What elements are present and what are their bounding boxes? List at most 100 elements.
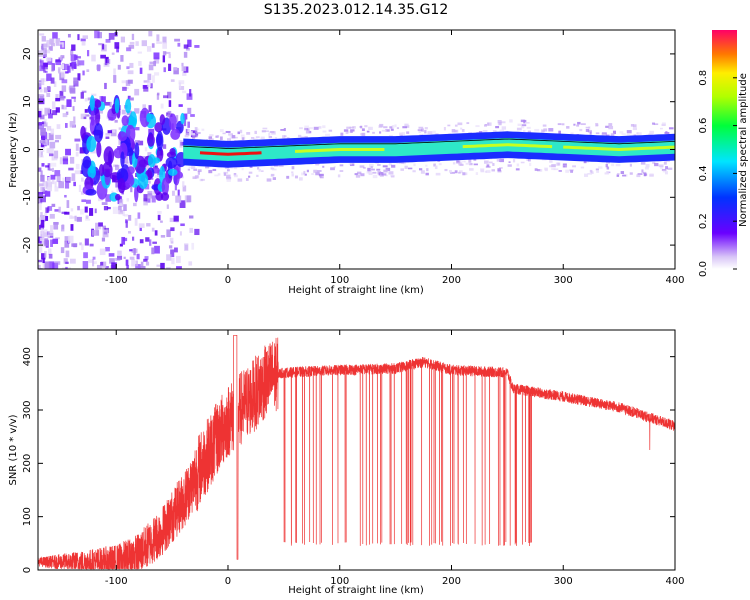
noise-speck xyxy=(39,33,45,36)
noise-speck xyxy=(497,120,502,124)
noise-speck xyxy=(258,168,261,172)
noise-speck xyxy=(66,267,71,269)
noise-speck xyxy=(482,129,488,133)
noise-speck xyxy=(125,219,128,224)
noise-speck xyxy=(183,119,187,127)
noise-speck xyxy=(315,171,320,176)
noise-speck xyxy=(182,90,187,94)
noise-speck xyxy=(291,171,294,174)
noise-speck xyxy=(371,168,375,171)
noise-speck xyxy=(87,97,93,101)
noise-speck xyxy=(187,39,192,48)
noise-speck xyxy=(182,71,187,76)
noise-speck xyxy=(151,43,155,48)
noise-speck xyxy=(43,119,47,125)
noise-speck xyxy=(577,121,581,125)
noise-speck xyxy=(129,62,134,68)
noise-speck xyxy=(570,170,574,173)
noise-speck xyxy=(261,170,264,172)
snr-frame xyxy=(37,329,676,571)
noise-speck xyxy=(169,237,174,242)
noise-speck xyxy=(144,147,148,152)
noise-speck xyxy=(168,100,172,107)
noise-speck xyxy=(177,42,181,47)
noise-speck xyxy=(89,208,94,216)
noise-speck xyxy=(148,64,154,71)
noise-speck xyxy=(641,169,644,173)
noise-speck xyxy=(557,162,561,166)
noise-speck xyxy=(160,103,164,109)
noise-speck xyxy=(629,163,632,167)
noise-speck xyxy=(527,158,531,162)
noise-speck xyxy=(41,253,46,260)
noise-speck xyxy=(364,125,368,128)
noise-speck xyxy=(337,174,341,178)
noise-speck xyxy=(313,126,319,130)
noise-speck xyxy=(59,56,63,61)
noise-speck xyxy=(208,169,213,174)
noise-speck xyxy=(187,129,190,133)
noise-speck xyxy=(39,95,44,101)
snr-ylabel: SNR (10 * v/v) xyxy=(8,414,19,485)
noise-speck xyxy=(151,227,155,232)
signal-blob xyxy=(168,113,177,131)
noise-speck xyxy=(145,261,150,266)
noise-speck xyxy=(587,173,593,175)
noise-speck xyxy=(359,126,363,128)
noise-speck xyxy=(80,38,86,42)
noise-speck xyxy=(131,259,135,267)
noise-speck xyxy=(558,130,561,135)
noise-speck xyxy=(174,247,178,253)
noise-speck xyxy=(52,32,58,39)
noise-speck xyxy=(74,138,81,142)
noise-speck xyxy=(606,166,610,170)
noise-speck xyxy=(434,165,438,170)
noise-speck xyxy=(134,218,138,226)
noise-speck xyxy=(40,127,46,136)
noise-speck xyxy=(52,110,58,116)
noise-speck xyxy=(39,60,44,67)
noise-speck xyxy=(82,70,85,76)
noise-speck xyxy=(662,122,666,126)
noise-speck xyxy=(69,156,75,164)
noise-speck xyxy=(255,136,260,138)
signal-blob xyxy=(86,135,97,153)
noise-speck xyxy=(270,164,273,169)
noise-speck xyxy=(75,56,81,59)
noise-speck xyxy=(660,165,664,169)
noise-speck xyxy=(190,131,193,134)
noise-speck xyxy=(241,167,244,171)
noise-speck xyxy=(71,173,76,181)
noise-speck xyxy=(56,174,61,183)
noise-speck xyxy=(551,164,556,168)
noise-speck xyxy=(184,243,189,251)
noise-speck xyxy=(186,195,192,203)
signal-blob xyxy=(165,156,178,169)
noise-speck xyxy=(44,238,49,246)
noise-speck xyxy=(424,130,427,134)
noise-speck xyxy=(170,79,175,82)
noise-speck xyxy=(84,206,88,213)
noise-speck xyxy=(612,130,616,135)
noise-speck xyxy=(616,174,620,177)
noise-speck xyxy=(80,92,84,99)
noise-speck xyxy=(496,159,502,162)
noise-speck xyxy=(256,174,259,177)
noise-speck xyxy=(629,172,633,175)
noise-speck xyxy=(626,133,630,136)
noise-speck xyxy=(132,236,135,241)
snr-xlabel: Height of straight line (km) xyxy=(288,585,424,596)
noise-speck xyxy=(348,163,353,165)
noise-speck xyxy=(497,170,502,173)
noise-speck xyxy=(200,178,205,181)
y-tick-label: 0 xyxy=(22,567,33,573)
noise-speck xyxy=(418,126,424,129)
noise-speck xyxy=(46,148,50,154)
noise-speck xyxy=(473,163,478,166)
signal-blob xyxy=(103,146,115,166)
noise-speck xyxy=(157,214,161,221)
noise-speck xyxy=(50,162,57,167)
noise-speck xyxy=(88,259,93,263)
noise-speck xyxy=(50,77,55,84)
noise-speck xyxy=(180,223,185,227)
